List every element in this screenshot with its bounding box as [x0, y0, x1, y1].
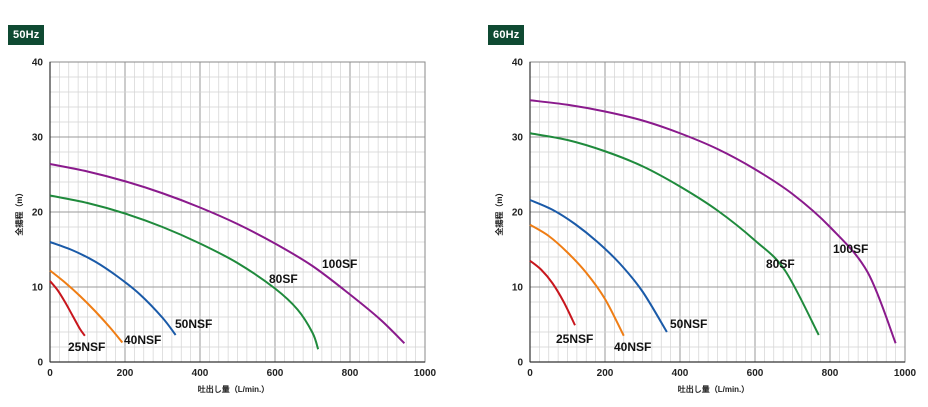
- series-label-50nsf: 50NSF: [175, 317, 212, 331]
- series-label-100sf: 100SF: [322, 257, 357, 271]
- y-tick-label: 30: [32, 133, 44, 144]
- series-label-40nsf: 40NSF: [614, 340, 651, 354]
- chart-50hz: 0 200 400 600 800 1000 0 10 20 30 40 吐出し量（L/min.） 全揚…: [14, 58, 437, 395]
- y-tick-label: 10: [32, 283, 44, 294]
- y-tick-label: 30: [512, 133, 524, 144]
- series-line-25nsf: [529, 259, 576, 326]
- x-tick-label: 1000: [894, 368, 917, 379]
- series-label-40nsf: 40NSF: [124, 333, 161, 347]
- grid: [529, 61, 906, 363]
- series-line-40nsf: [529, 223, 625, 337]
- x-tick-label: 600: [267, 368, 284, 379]
- x-tick-label: 400: [672, 368, 689, 379]
- series-label-25nsf: 25NSF: [556, 332, 593, 346]
- grid: [49, 61, 426, 363]
- y-axis-title: 全揚程（m）: [14, 188, 24, 236]
- y-tick-label: 20: [512, 208, 524, 219]
- y-tick-label: 0: [37, 358, 43, 369]
- x-tick-label: 800: [342, 368, 359, 379]
- series-line-100sf: [49, 163, 406, 344]
- frequency-badge-50hz: 50Hz: [8, 25, 45, 45]
- y-tick-label: 40: [512, 58, 524, 69]
- y-tick-label: 20: [32, 208, 44, 219]
- x-tick-label: 800: [822, 368, 839, 379]
- x-tick-label: 400: [192, 368, 209, 379]
- series-line-80sf: [529, 132, 820, 336]
- series-label-80sf: 80SF: [766, 257, 795, 271]
- series-line-40nsf: [49, 269, 124, 344]
- series-line-100sf: [529, 99, 897, 344]
- x-tick-label: 1000: [414, 368, 437, 379]
- series-label-80sf: 80SF: [269, 272, 298, 286]
- x-axis-title: 吐出し量（L/min.）: [678, 384, 750, 394]
- series-label-100sf: 100SF: [833, 242, 868, 256]
- series-line-50nsf: [529, 199, 668, 333]
- x-tick-label: 600: [747, 368, 764, 379]
- x-axis-title: 吐出し量（L/min.）: [198, 384, 270, 394]
- series-label-25nsf: 25NSF: [68, 340, 105, 354]
- y-tick-label: 10: [512, 283, 524, 294]
- series-line-25nsf: [49, 280, 86, 337]
- chart-60hz: 0 200 400 600 800 1000 0 10 20 30 40 吐出し量（L/min.） 全揚…: [494, 58, 917, 395]
- x-tick-label: 0: [47, 368, 53, 379]
- series-label-50nsf: 50NSF: [670, 317, 707, 331]
- x-tick-label: 200: [597, 368, 614, 379]
- x-tick-label: 0: [527, 368, 533, 379]
- y-tick-label: 0: [517, 358, 523, 369]
- frequency-badge-60hz: 60Hz: [488, 25, 525, 45]
- y-axis-title: 全揚程（m）: [494, 188, 504, 236]
- y-tick-label: 40: [32, 58, 44, 69]
- series-line-50nsf: [49, 241, 177, 336]
- series-line-80sf: [49, 194, 320, 350]
- x-tick-label: 200: [117, 368, 134, 379]
